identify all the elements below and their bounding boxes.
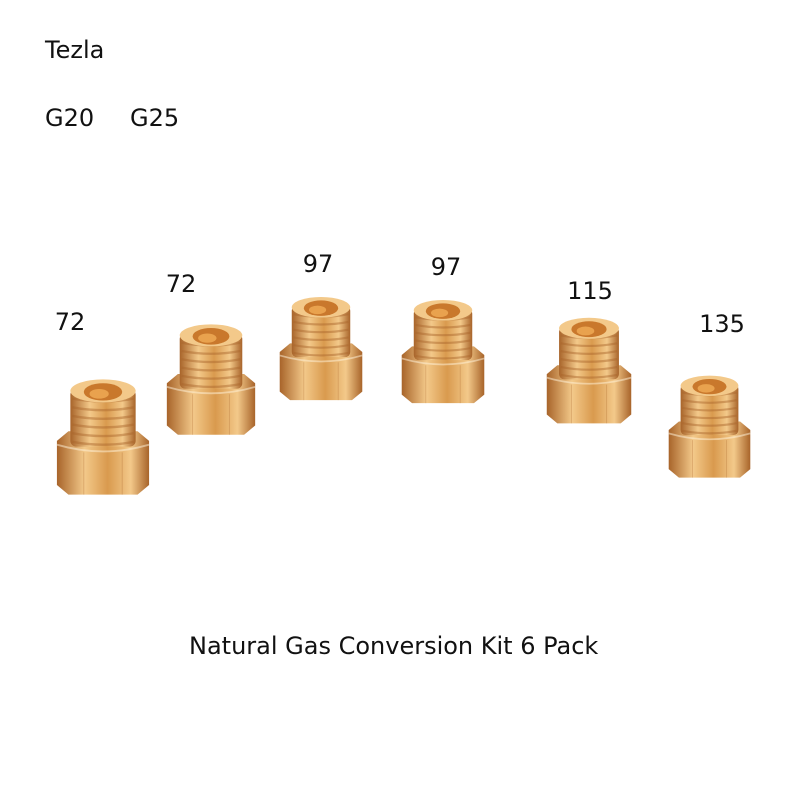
jet-size-label: 97	[302, 250, 334, 278]
gas-type-g20: G20	[45, 104, 95, 132]
jet-size-label: 72	[165, 270, 197, 298]
brass-jet-image	[546, 317, 632, 424]
jet-size-label: 72	[54, 308, 86, 336]
jet-size-label: 97	[430, 253, 462, 281]
brass-jet-image	[401, 299, 485, 404]
caption: Natural Gas Conversion Kit 6 Pack	[189, 632, 599, 660]
jet-size-label: 115	[567, 277, 613, 305]
gas-type-g25: G25	[130, 104, 180, 132]
jet-size-label: 135	[699, 310, 745, 338]
brass-jet-image	[279, 296, 363, 401]
brass-jet-image	[166, 324, 256, 435]
brand-label: Tezla	[45, 36, 105, 64]
brass-jet-image	[56, 379, 150, 495]
brass-jet-image	[668, 375, 751, 478]
